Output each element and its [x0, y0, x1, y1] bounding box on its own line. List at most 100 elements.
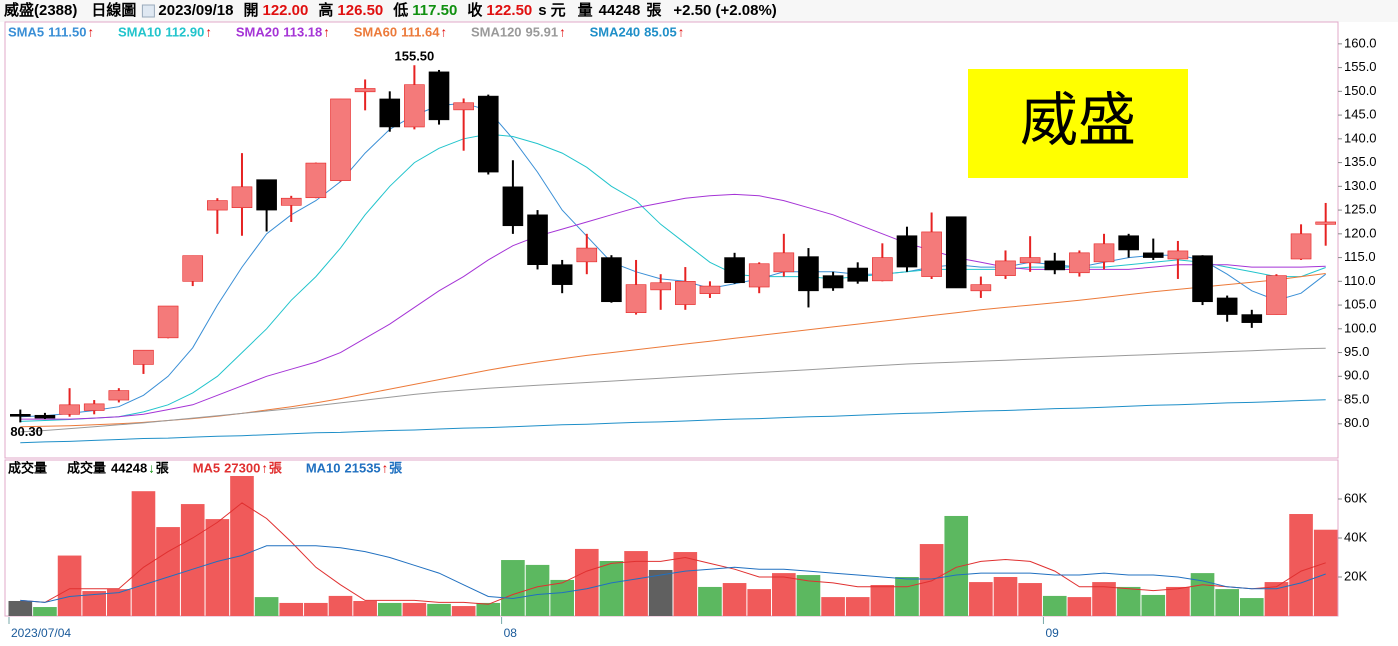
volume-bar — [747, 589, 772, 616]
legend-name: SMA60 — [354, 24, 397, 39]
legend-arrow: ↑ — [323, 24, 330, 39]
volume-bar — [1166, 586, 1190, 616]
candle-body — [896, 235, 918, 268]
volume-bar — [722, 583, 747, 616]
candle-body — [1216, 297, 1238, 315]
y-tick-label: 125.0 — [1344, 202, 1377, 217]
legend-name: SMA5 — [8, 24, 44, 39]
candle-body — [527, 214, 548, 265]
volume-bar — [870, 584, 895, 616]
y-tick-label: 155.0 — [1344, 59, 1377, 74]
volume-bar — [599, 561, 624, 616]
candle-body — [305, 162, 327, 199]
candle-body — [921, 231, 942, 277]
y-tick-label: 120.0 — [1344, 225, 1377, 240]
volume-bar — [402, 602, 427, 616]
candle-body — [822, 275, 844, 289]
candle-body — [576, 247, 598, 263]
legend-value: 85.05 — [644, 24, 677, 39]
volume-bar — [304, 602, 328, 616]
volume-label: 量 — [578, 2, 593, 19]
candle-body — [502, 186, 524, 227]
volume-bar — [944, 515, 969, 616]
y-tick-label: 105.0 — [1344, 297, 1377, 312]
volume-bar — [279, 602, 304, 616]
volume-bar — [1190, 573, 1215, 616]
volume-bar — [1239, 598, 1264, 616]
header-bar — [0, 0, 1398, 22]
candle-body — [1093, 243, 1115, 263]
candle-body — [280, 197, 302, 206]
legend-unit: 張 — [269, 460, 283, 475]
currency: 元 — [551, 2, 566, 19]
y-tick-label: 130.0 — [1344, 178, 1377, 193]
candle-body — [1241, 314, 1263, 323]
volume-bar — [969, 582, 993, 616]
candle-body — [699, 285, 721, 294]
volume-bar — [353, 600, 377, 616]
volume-bar — [1116, 586, 1141, 616]
candle-body — [847, 267, 869, 282]
s-marker: s — [538, 2, 546, 19]
period-dropdown[interactable] — [141, 4, 155, 18]
volume-bar — [131, 491, 156, 616]
candle-body — [256, 179, 277, 211]
legend-value: 21535 — [345, 460, 381, 475]
volume-bar — [180, 504, 205, 616]
legend-arrow: ↑ — [440, 24, 447, 39]
candle-body — [108, 390, 130, 401]
high-annotation: 155.50 — [395, 49, 435, 64]
legend-name: 成交量 — [67, 460, 106, 475]
candle-body — [1142, 252, 1164, 258]
candle-body — [601, 257, 622, 303]
stock-name: 威盛(2388) — [4, 1, 77, 19]
volume-bar — [1313, 529, 1338, 616]
volume-bar — [8, 600, 33, 616]
legend-value: 95.91 — [526, 24, 559, 39]
candle-body — [748, 263, 770, 288]
moving-average-line — [20, 133, 1326, 422]
candle-body — [724, 257, 745, 284]
candle-body — [354, 88, 376, 93]
volume-value: 44248 — [599, 2, 641, 19]
volume-bar — [82, 591, 107, 616]
volume-bar — [254, 597, 279, 616]
legend-value: 111.64 — [401, 24, 440, 39]
volume-bar — [156, 527, 180, 616]
y-tick-label: 95.0 — [1344, 344, 1369, 359]
volume-bar — [501, 560, 525, 616]
volume-bar — [1289, 514, 1313, 616]
date: 2023/09/18 — [158, 2, 233, 19]
volume-ma-line — [20, 545, 1326, 603]
legend-value: 44248 — [111, 460, 147, 475]
y-tick-label: 135.0 — [1344, 154, 1377, 169]
candle-body — [970, 284, 992, 292]
low-label: 低 — [392, 1, 408, 19]
y-tick-label: 100.0 — [1344, 320, 1377, 335]
candle-body — [551, 264, 573, 285]
candle-body — [1044, 260, 1066, 271]
x-tick-label: 09 — [1045, 626, 1059, 640]
candle-body — [330, 98, 351, 181]
volume-panel-title: 成交量 — [8, 460, 47, 475]
volume-ma-line — [20, 502, 1326, 605]
volume-bar — [1092, 582, 1116, 616]
volume-bar — [33, 607, 57, 616]
volume-unit: 張 — [646, 2, 662, 19]
volume-bar — [1018, 583, 1042, 616]
volume-bar — [1042, 595, 1067, 616]
legend-unit: 張 — [389, 460, 403, 475]
candle-body — [1019, 257, 1041, 264]
volume-bar — [476, 602, 501, 616]
candle-body — [404, 84, 425, 128]
high-value: 126.50 — [337, 2, 383, 19]
volume-bar — [624, 551, 648, 616]
candle-body — [231, 186, 253, 209]
moving-average-line — [20, 347, 1326, 433]
volume-bar — [993, 577, 1018, 616]
volume-bar — [1264, 582, 1289, 616]
candle-body — [1118, 235, 1139, 251]
volume-bar — [230, 475, 254, 616]
volume-bar — [821, 597, 845, 616]
